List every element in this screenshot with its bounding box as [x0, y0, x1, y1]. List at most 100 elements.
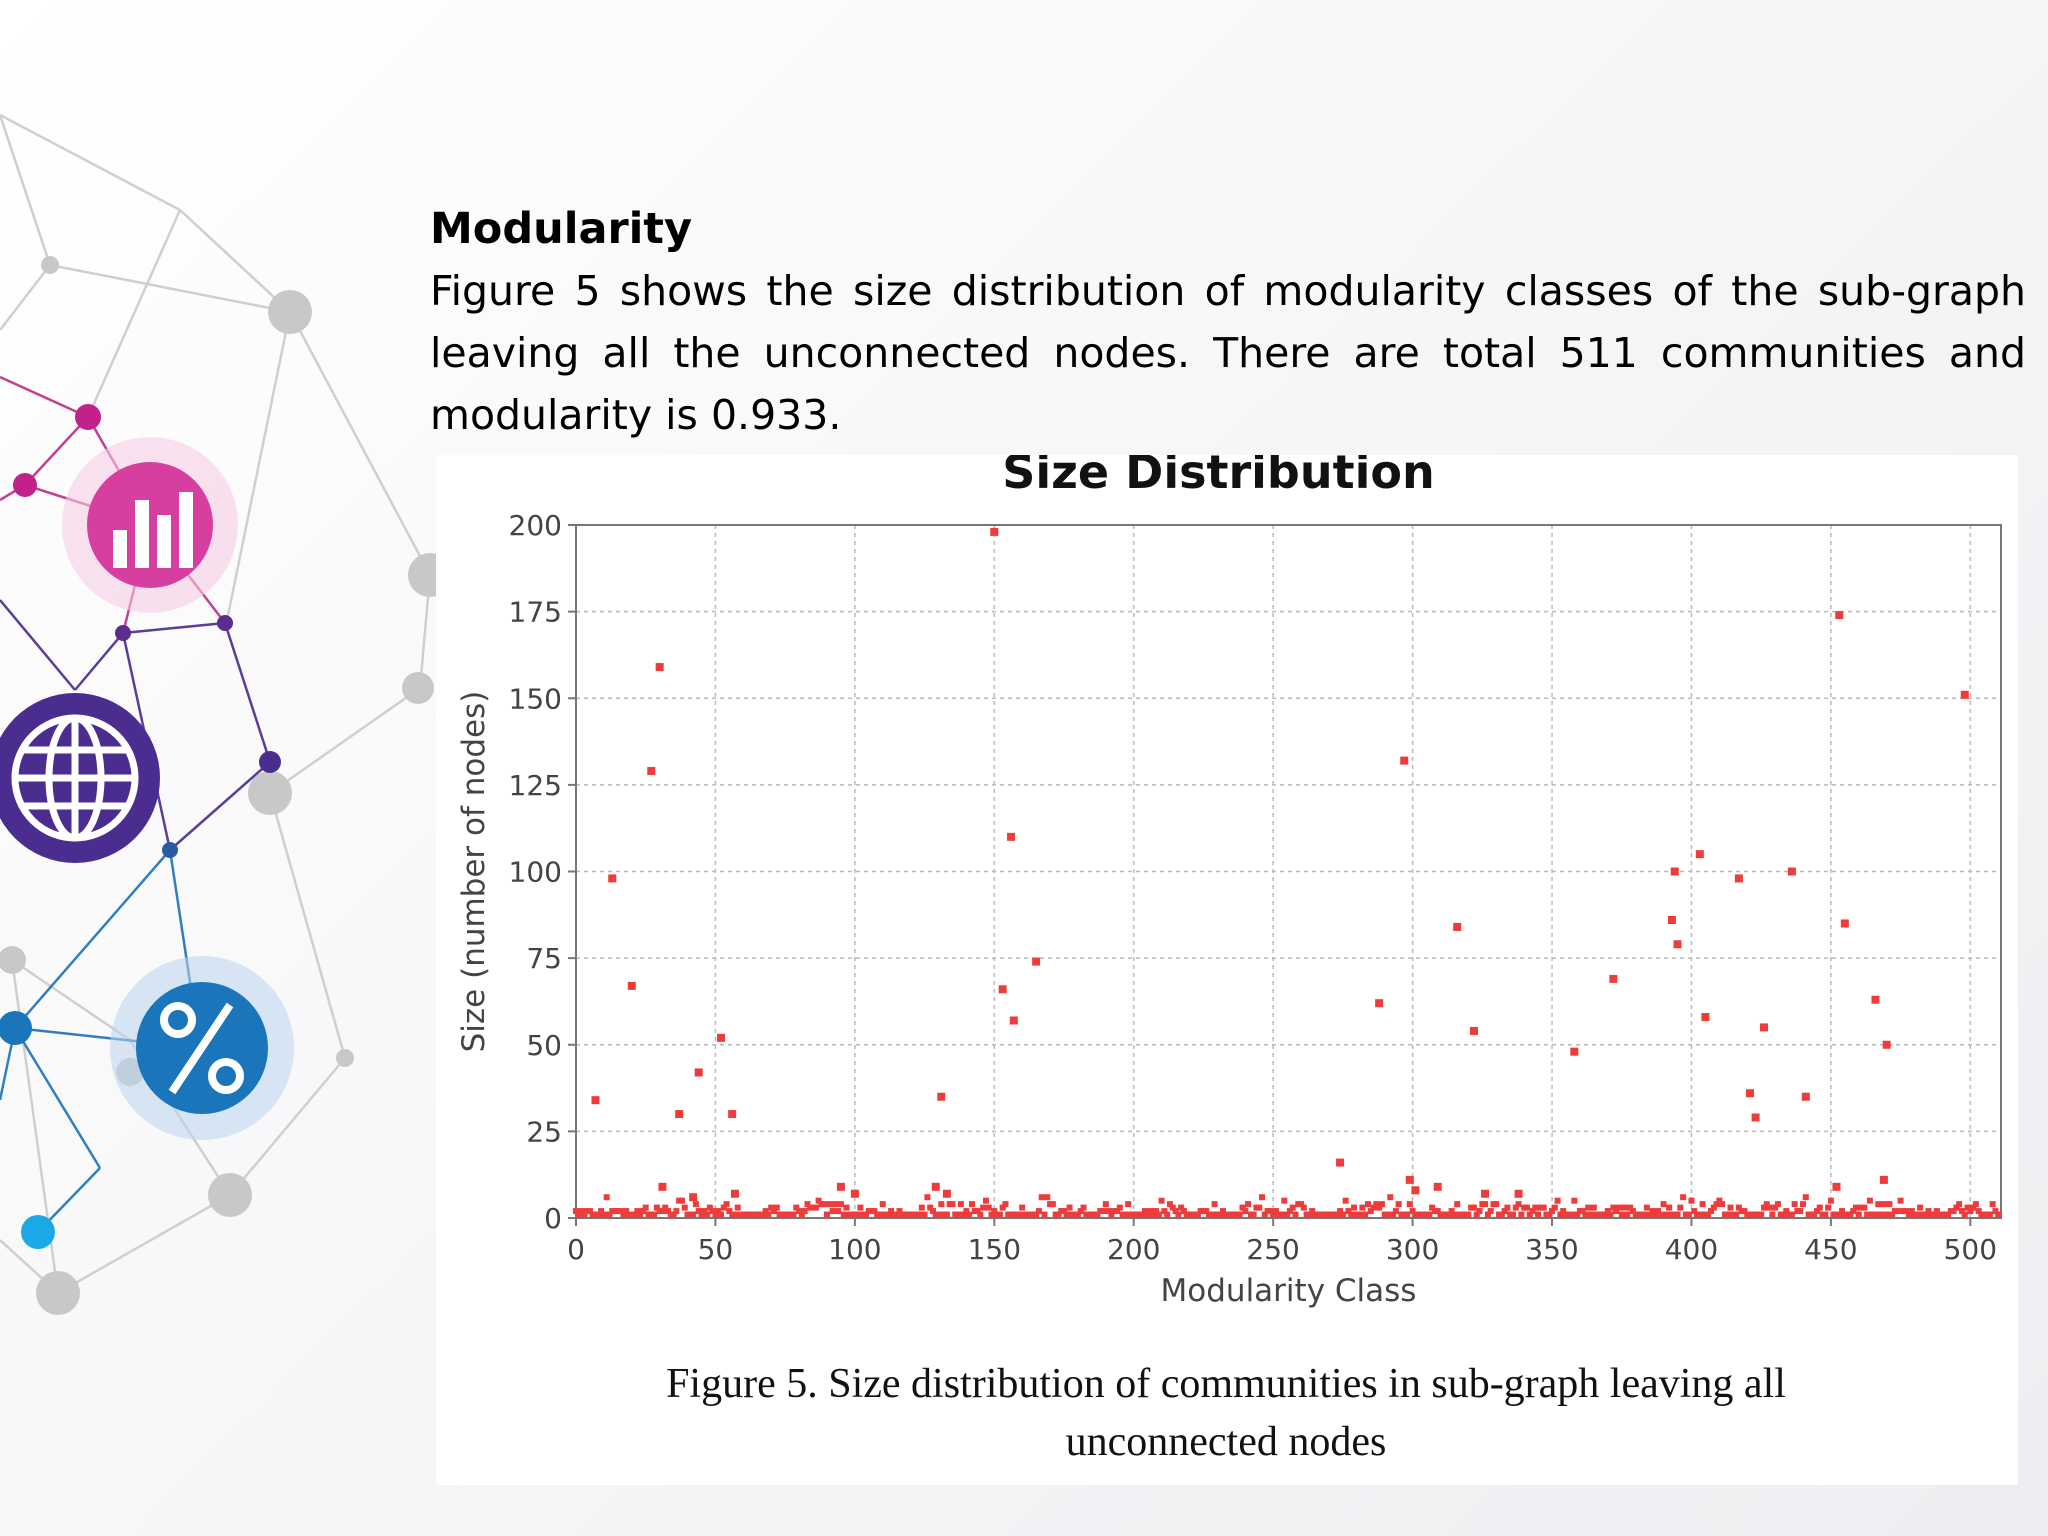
- data-point: [1469, 1026, 1478, 1035]
- data-point: [647, 767, 656, 776]
- data-point: [1695, 850, 1704, 859]
- baseline-point: [1270, 1211, 1277, 1218]
- data-point: [1701, 1013, 1710, 1022]
- data-point: [1375, 999, 1384, 1008]
- baseline-point: [617, 1208, 624, 1215]
- baseline-point: [1342, 1197, 1349, 1204]
- x-tick-label: 500: [1944, 1233, 1997, 1266]
- baseline-point: [1967, 1208, 1974, 1215]
- baseline-point: [1889, 1211, 1896, 1218]
- x-axis-label: Modularity Class: [1161, 1273, 1417, 1309]
- data-point: [627, 981, 636, 990]
- baseline-point: [1685, 1211, 1692, 1218]
- baseline-point: [765, 1211, 772, 1218]
- baseline-point: [1144, 1211, 1151, 1218]
- baseline-point: [977, 1211, 984, 1218]
- baseline-point: [1769, 1211, 1776, 1218]
- baseline-point: [581, 1211, 588, 1218]
- baseline-point: [1850, 1208, 1857, 1215]
- baseline-point: [1033, 1211, 1040, 1218]
- data-point: [1007, 832, 1016, 841]
- baseline-point: [1256, 1204, 1263, 1211]
- baseline-point: [1627, 1204, 1634, 1211]
- baseline-point: [893, 1211, 900, 1218]
- baseline-point: [1535, 1211, 1542, 1218]
- baseline-point: [1487, 1208, 1494, 1215]
- baseline-point: [1839, 1208, 1846, 1215]
- baseline-point: [1582, 1211, 1589, 1218]
- baseline-point: [1760, 1204, 1767, 1211]
- baseline-point: [1364, 1201, 1371, 1208]
- slide-heading: Modularity: [430, 204, 693, 254]
- baseline-point: [935, 1211, 942, 1218]
- baseline-point: [1337, 1208, 1344, 1215]
- baseline-point: [1621, 1204, 1628, 1211]
- baseline-point: [1872, 1211, 1879, 1218]
- baseline-point: [651, 1211, 658, 1218]
- baseline-point: [1406, 1201, 1413, 1208]
- baseline-point: [1309, 1208, 1316, 1215]
- baseline-point: [1719, 1201, 1726, 1208]
- data-point: [655, 663, 664, 672]
- baseline-point: [1613, 1208, 1620, 1215]
- baseline-point: [955, 1211, 962, 1218]
- baseline-point: [1855, 1211, 1862, 1218]
- baseline-point: [1629, 1208, 1636, 1215]
- baseline-point: [1811, 1211, 1818, 1218]
- baseline-point: [1780, 1211, 1787, 1218]
- baseline-point: [943, 1211, 950, 1218]
- baseline-point: [1194, 1211, 1201, 1218]
- baseline-point: [1384, 1211, 1391, 1218]
- baseline-point: [1426, 1211, 1433, 1218]
- baseline-point: [1055, 1211, 1062, 1218]
- baseline-point: [980, 1204, 987, 1211]
- baseline-point: [1788, 1211, 1795, 1218]
- baseline-point: [896, 1208, 903, 1215]
- scatter-chart: 0 50 100 150 200 250 300 350 400 450 500 0 25 50 75 100…: [456, 455, 2002, 1309]
- data-point: [1433, 1182, 1442, 1191]
- data-point: [1751, 1113, 1760, 1122]
- baseline-point: [1574, 1211, 1581, 1218]
- baseline-point: [790, 1211, 797, 1218]
- baseline-point: [1735, 1204, 1742, 1211]
- baseline-point: [1272, 1208, 1279, 1215]
- baseline-point: [1705, 1211, 1712, 1218]
- baseline-point: [1108, 1211, 1115, 1218]
- data-point: [1835, 611, 1844, 620]
- data-point: [1759, 1023, 1768, 1032]
- baseline-point: [1945, 1211, 1952, 1218]
- baseline-point: [1217, 1211, 1224, 1218]
- baseline-point: [1560, 1208, 1567, 1215]
- baseline-point: [1557, 1211, 1564, 1218]
- baseline-point: [1044, 1194, 1051, 1201]
- baseline-point: [1348, 1211, 1355, 1218]
- x-tick-label: 400: [1665, 1233, 1718, 1266]
- baseline-point: [603, 1194, 610, 1201]
- baseline-point: [1016, 1211, 1023, 1218]
- baseline-point: [600, 1211, 607, 1218]
- baseline-point: [698, 1211, 705, 1218]
- slide-body-paragraph: Figure 5 shows the size distribution of …: [430, 267, 2026, 439]
- baseline-point: [1950, 1208, 1957, 1215]
- baseline-point: [1604, 1208, 1611, 1215]
- baseline-point: [796, 1208, 803, 1215]
- baseline-point: [871, 1208, 878, 1215]
- baseline-point: [1691, 1208, 1698, 1215]
- baseline-point: [709, 1208, 716, 1215]
- baseline-point: [996, 1211, 1003, 1218]
- x-tick-label: 300: [1386, 1233, 1439, 1266]
- baseline-point: [1161, 1208, 1168, 1215]
- baseline-point: [1429, 1204, 1436, 1211]
- baseline-point: [1236, 1211, 1243, 1218]
- baseline-point: [1122, 1211, 1129, 1218]
- baseline-point: [988, 1211, 995, 1218]
- slide-text-block: Modularity Figure 5 shows the size distr…: [430, 198, 2026, 446]
- baseline-point: [1002, 1201, 1009, 1208]
- baseline-point: [678, 1197, 685, 1204]
- baseline-point: [826, 1201, 833, 1208]
- baseline-point: [1105, 1208, 1112, 1215]
- baseline-point: [1465, 1211, 1472, 1218]
- baseline-point: [1822, 1211, 1829, 1218]
- baseline-point: [835, 1208, 842, 1215]
- baseline-point: [662, 1204, 669, 1211]
